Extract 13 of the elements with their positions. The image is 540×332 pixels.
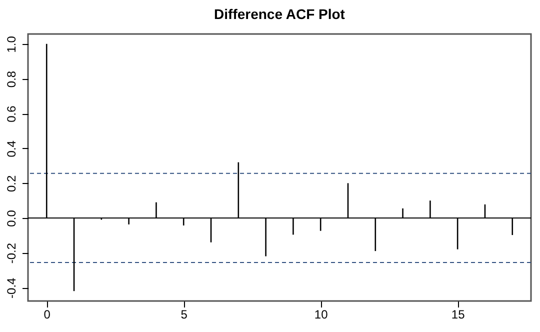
- y-tick-label: -0.4: [4, 277, 18, 298]
- y-tick-label: 0.2: [4, 175, 18, 192]
- x-tick-label: 0: [44, 308, 51, 322]
- y-tick-label: 1.0: [4, 36, 18, 53]
- chart-title: Difference ACF Plot: [214, 6, 346, 22]
- y-tick-label: 0.0: [4, 210, 18, 227]
- x-tick-label: 15: [451, 308, 466, 322]
- x-tick-label: 5: [180, 308, 188, 322]
- y-tick-label: 0.4: [4, 140, 18, 158]
- y-tick-label: -0.2: [4, 242, 18, 264]
- y-tick-label: 0.8: [4, 70, 18, 88]
- x-tick-label: 10: [314, 308, 328, 322]
- y-tick-label: 0.6: [4, 105, 18, 122]
